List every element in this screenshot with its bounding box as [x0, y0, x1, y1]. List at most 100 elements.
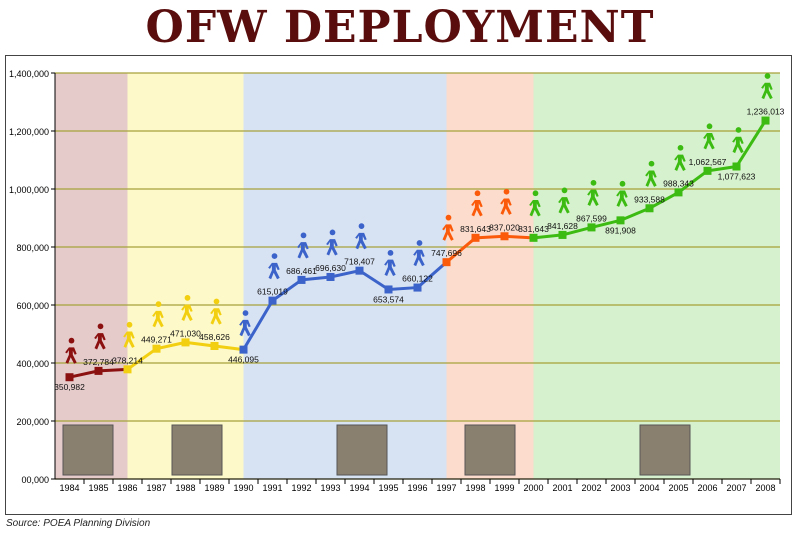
era-band — [55, 73, 128, 479]
president-photo — [336, 424, 388, 476]
data-label: 449,271 — [141, 335, 172, 345]
data-point — [500, 232, 509, 241]
series-line-segment — [475, 234, 505, 240]
era-band — [446, 73, 534, 479]
data-label: 841,628 — [547, 221, 578, 231]
series-line-segment — [735, 119, 767, 168]
data-point — [94, 366, 103, 375]
x-tick-label: 1985 — [88, 483, 108, 493]
walking-person-icon — [761, 73, 773, 100]
walking-person-shape — [152, 301, 164, 328]
data-label: 988,343 — [663, 178, 694, 188]
x-tick-label: 1993 — [320, 483, 340, 493]
x-tick-label: 2002 — [581, 483, 601, 493]
walking-person-icon — [326, 229, 338, 256]
era-band — [533, 73, 780, 479]
data-point — [674, 188, 683, 197]
data-label: 747,696 — [431, 248, 462, 258]
data-label: 615,019 — [257, 287, 288, 297]
walking-person-shape — [413, 240, 425, 267]
era-band — [127, 73, 244, 479]
series-line-segment — [648, 191, 680, 210]
walking-person-icon — [558, 187, 570, 214]
walking-person-shape — [442, 214, 454, 241]
data-point — [558, 230, 567, 239]
data-point — [210, 341, 219, 350]
walking-person-shape — [587, 179, 599, 206]
x-tick-label: 2000 — [523, 483, 543, 493]
walking-person-icon — [268, 253, 280, 280]
walking-person-shape — [558, 187, 570, 214]
chart-title: OFW DEPLOYMENT — [145, 2, 655, 53]
series-line-segment — [504, 234, 534, 240]
x-tick-label: 1984 — [59, 483, 79, 493]
data-point — [587, 223, 596, 232]
y-tick-label: 1,200,000 — [9, 127, 49, 137]
walking-person-shape — [732, 127, 744, 154]
data-label: 372,784 — [83, 357, 114, 367]
data-point — [761, 116, 770, 125]
walking-person-shape — [645, 160, 657, 187]
data-point — [268, 296, 277, 305]
series-line-segment — [301, 275, 331, 282]
data-label: 718,407 — [344, 257, 375, 267]
walking-person-icon — [239, 310, 251, 337]
data-label: 933,588 — [634, 194, 665, 204]
data-label: 831,643 — [460, 224, 491, 234]
x-tick-label: 1996 — [407, 483, 427, 493]
data-point — [239, 345, 248, 354]
walking-person-icon — [152, 301, 164, 328]
series-line-segment — [416, 261, 448, 289]
president-photo — [464, 424, 516, 476]
x-tick-label: 1986 — [117, 483, 137, 493]
data-label: 686,461 — [286, 266, 317, 276]
walking-person-icon — [181, 294, 193, 321]
data-label: 1,062,567 — [689, 157, 727, 167]
y-tick-label: 400,000 — [16, 359, 49, 369]
data-label: 867,599 — [576, 213, 607, 223]
walking-person-icon — [94, 323, 106, 350]
data-point — [471, 233, 480, 242]
walking-person-shape — [268, 253, 280, 280]
y-tick-label: 00,000 — [21, 475, 49, 485]
y-tick-label: 200,000 — [16, 417, 49, 427]
walking-person-shape — [355, 223, 367, 250]
walking-person-icon — [384, 250, 396, 277]
x-tick-label: 2006 — [697, 483, 717, 493]
data-point — [616, 216, 625, 225]
chart-frame — [5, 55, 792, 515]
walking-person-shape — [94, 323, 106, 350]
walking-person-icon — [297, 232, 309, 259]
series-line-segment — [707, 165, 737, 173]
data-label: 891,908 — [605, 225, 636, 235]
data-point — [384, 285, 393, 294]
x-tick-label: 1991 — [262, 483, 282, 493]
series-line-segment — [445, 236, 477, 264]
series-line-segment — [98, 367, 128, 373]
walking-person-icon — [616, 180, 628, 207]
data-point — [65, 373, 74, 382]
data-label: 350,982 — [54, 382, 85, 392]
series-line-segment — [214, 344, 244, 352]
walking-person-shape — [471, 190, 483, 217]
data-point — [297, 275, 306, 284]
data-point — [732, 162, 741, 171]
president-photo — [171, 424, 223, 476]
x-tick-label: 1997 — [436, 483, 456, 493]
series-line-segment — [533, 233, 563, 240]
x-tick-label: 2007 — [726, 483, 746, 493]
x-tick-label: 1990 — [233, 483, 253, 493]
x-tick-label: 1988 — [175, 483, 195, 493]
walking-person-icon — [732, 127, 744, 154]
walking-person-shape — [703, 123, 715, 150]
walking-person-icon — [123, 321, 135, 348]
walking-person-shape — [297, 232, 309, 259]
series-line-segment — [388, 286, 418, 291]
president-photo — [639, 424, 691, 476]
series-line-segment — [185, 340, 215, 348]
walking-person-icon — [442, 214, 454, 241]
series-line-segment — [126, 347, 158, 371]
x-tick-label: 2004 — [639, 483, 659, 493]
walking-person-icon — [645, 160, 657, 187]
data-point — [442, 258, 451, 267]
